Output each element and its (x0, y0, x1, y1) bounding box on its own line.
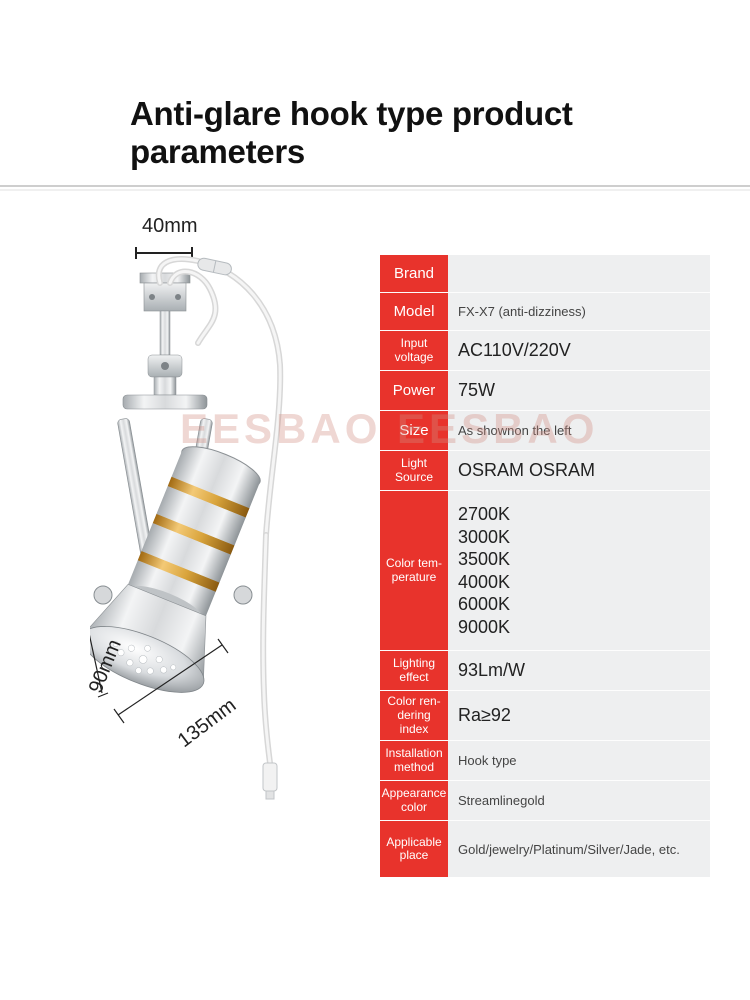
spec-value: 2700K3000K3500K4000K6000K9000K (448, 491, 710, 650)
spec-row: Color ren-dering indexRa≥92 (380, 691, 710, 741)
spec-value: Ra≥92 (448, 691, 710, 740)
spec-label: Brand (380, 255, 448, 292)
spec-label: Lightingeffect (380, 651, 448, 690)
spec-label: Color ren-dering index (380, 691, 448, 740)
spec-row: LightSourceOSRAM OSRAM (380, 451, 710, 491)
spec-label: Color tem-perature (380, 491, 448, 650)
spec-value (448, 255, 710, 292)
spec-row: AppearancecolorStreamlinegold (380, 781, 710, 821)
spec-label: Size (380, 411, 448, 450)
spec-value: Hook type (448, 741, 710, 780)
spec-table: BrandModelFX-X7 (anti-dizziness)Input vo… (380, 255, 710, 877)
spec-label: Input voltage (380, 331, 448, 370)
spec-row: Input voltageAC110V/220V (380, 331, 710, 371)
spec-value: Streamlinegold (448, 781, 710, 820)
spec-label: LightSource (380, 451, 448, 490)
dimension-top-label: 40mm (142, 215, 198, 238)
spec-row: ModelFX-X7 (anti-dizziness) (380, 293, 710, 331)
divider (0, 183, 750, 197)
spec-row: ApplicableplaceGold/jewelry/Platinum/Sil… (380, 821, 710, 877)
spec-row: SizeAs shownon the left (380, 411, 710, 451)
spec-label: Appearancecolor (380, 781, 448, 820)
spec-row: Brand (380, 255, 710, 293)
spec-row: Color tem-perature2700K3000K3500K4000K60… (380, 491, 710, 651)
spotlight-svg (90, 215, 380, 835)
spec-row: Power75W (380, 371, 710, 411)
spec-value: 75W (448, 371, 710, 410)
spec-value: 93Lm/W (448, 651, 710, 690)
spec-value: FX-X7 (anti-dizziness) (448, 293, 710, 330)
spec-label: Applicableplace (380, 821, 448, 877)
spec-label: Power (380, 371, 448, 410)
spec-label: Model (380, 293, 448, 330)
spec-value: AC110V/220V (448, 331, 710, 370)
product-illustration: 40mm (90, 215, 380, 835)
spec-row: Lightingeffect93Lm/W (380, 651, 710, 691)
spec-value: OSRAM OSRAM (448, 451, 710, 490)
spec-row: InstallationmethodHook type (380, 741, 710, 781)
spec-value: As shownon the left (448, 411, 710, 450)
header: Anti-glare hook type product parameters (130, 95, 710, 171)
page-title: Anti-glare hook type product parameters (130, 95, 710, 171)
spec-label: Installationmethod (380, 741, 448, 780)
spec-value: Gold/jewelry/Platinum/Silver/Jade, etc. (448, 821, 710, 877)
